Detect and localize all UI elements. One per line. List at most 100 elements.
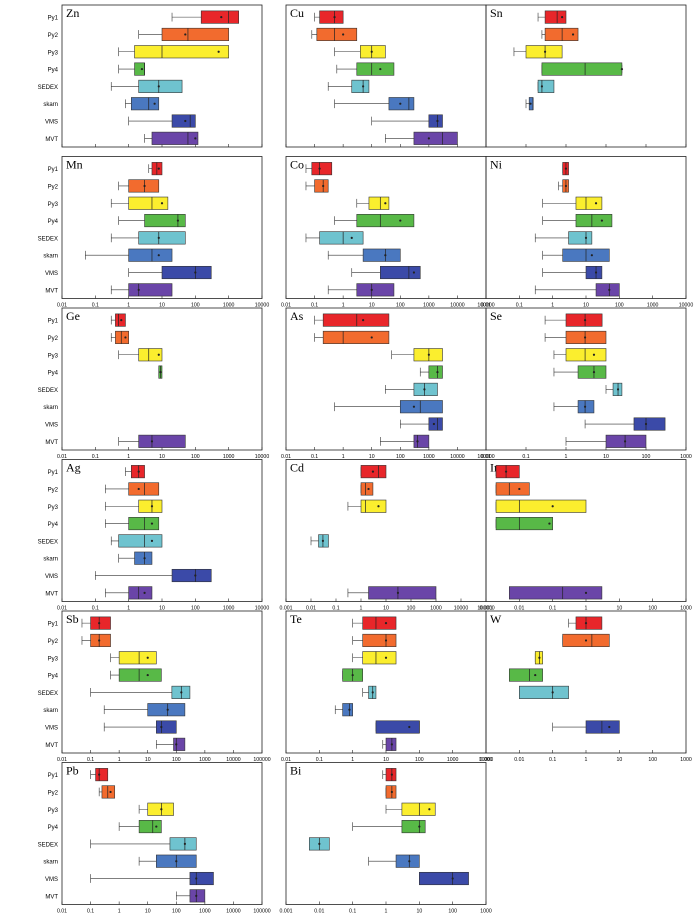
category-label: VMS — [45, 271, 58, 277]
panel-frame — [485, 4, 687, 148]
box-Py3 — [118, 651, 157, 665]
category-label: Py1 — [48, 773, 59, 779]
mean-marker-MVT — [194, 137, 197, 140]
mean-marker-Py2 — [109, 790, 112, 794]
category-label: SEDEX — [38, 539, 58, 545]
x-tick-label: 100 — [407, 606, 416, 612]
panel-Bi: Bi 0.001 0.01 0.1 1 10 100 1000 — [280, 762, 492, 915]
box-Py4 — [356, 62, 395, 76]
mean-marker-Py2 — [583, 336, 587, 339]
box-MVT — [138, 434, 186, 448]
x-tick-label: 10000 — [450, 303, 465, 309]
category-label: MVT — [45, 743, 58, 749]
mean-marker-Py3 — [217, 50, 220, 53]
category-label: Py3 — [48, 656, 59, 662]
mean-marker-Py4 — [620, 67, 624, 71]
x-tick-label: 0.1 — [92, 303, 99, 309]
x-tick-label: 0.1 — [516, 303, 523, 309]
category-label: Py2 — [48, 184, 59, 190]
box-SEDEX — [138, 231, 186, 245]
x-tick-label: 1000 — [223, 303, 235, 309]
mean-marker-SEDEX — [180, 691, 183, 694]
box-Py3 — [138, 499, 163, 513]
mean-marker-MVT — [137, 288, 140, 291]
mean-marker-VMS — [432, 422, 435, 426]
x-tick-label: 10 — [583, 303, 589, 309]
element-title: Sn — [490, 6, 503, 20]
x-tick-label: 0.001 — [480, 606, 493, 612]
box-SEDEX — [138, 79, 183, 93]
mean-marker-Py4 — [592, 370, 596, 374]
mean-marker-Py1 — [504, 470, 508, 473]
box-Py4 — [138, 820, 162, 834]
box-skarn — [128, 248, 173, 262]
mean-marker-Py4 — [379, 67, 382, 71]
x-tick-label: 10000 — [226, 757, 241, 763]
category-label: SEDEX — [38, 691, 58, 697]
category-label: Py4 — [48, 674, 59, 680]
mean-marker-Py4 — [150, 522, 154, 525]
mean-marker-Py4 — [600, 219, 604, 222]
x-tick-label: 0.1 — [549, 757, 556, 763]
x-tick-label: 0.01 — [57, 757, 67, 763]
box-Py1 — [95, 768, 109, 782]
mean-marker-VMS — [194, 574, 197, 577]
mean-marker-Py1 — [390, 773, 393, 776]
x-tick-label: 10000 — [454, 606, 469, 612]
mean-marker-Py1 — [157, 167, 160, 170]
box-skarn — [131, 97, 160, 111]
mean-marker-Py3 — [594, 202, 598, 205]
mean-marker-VMS — [195, 877, 198, 880]
x-tick-label: 0.01 — [314, 909, 324, 915]
x-tick-label: 10 — [145, 909, 151, 915]
x-tick-label: 1 — [565, 454, 568, 460]
mean-marker-Py1 — [384, 622, 388, 625]
category-label: MVT — [45, 440, 58, 446]
x-tick-label: 1000 — [430, 606, 442, 612]
mean-marker-Py4 — [155, 825, 158, 828]
box-SEDEX — [519, 685, 569, 699]
mean-marker-Py1 — [220, 16, 223, 19]
box-skarn — [134, 551, 153, 565]
mean-marker-SEDEX — [321, 539, 325, 542]
x-tick-label: 100 — [615, 303, 624, 309]
mean-marker-Py4 — [146, 673, 149, 677]
box-SEDEX — [319, 231, 364, 245]
mean-marker-MVT — [608, 288, 611, 291]
x-tick-label: 1 — [342, 454, 345, 460]
mean-marker-Py1 — [564, 167, 568, 170]
mean-marker-Py4 — [140, 67, 144, 71]
box-Py3 — [138, 348, 163, 362]
box-VMS — [585, 265, 603, 280]
box-Py1 — [90, 616, 111, 630]
box-VMS — [633, 417, 666, 431]
box-Py2 — [362, 633, 397, 647]
panel-Ag: Ag Py1 Py2 Py3 Py4 SEDEX skarn VMS MVT 0.01 0.1 1 10… — [38, 459, 269, 612]
category-label: Py2 — [48, 487, 59, 493]
mean-marker-Py3 — [377, 505, 380, 508]
box-Py1 — [544, 10, 567, 24]
mean-marker-MVT — [390, 743, 393, 746]
mean-marker-MVT — [396, 591, 400, 594]
box-Py4 — [577, 365, 607, 379]
x-tick-label: 100 — [172, 757, 181, 763]
x-tick-label: 10 — [383, 606, 389, 612]
mean-marker-skarn — [175, 860, 178, 863]
x-tick-label: 10 — [159, 606, 165, 612]
mean-marker-Py3 — [384, 656, 388, 659]
x-tick-label: 1 — [385, 909, 388, 915]
category-label: Py3 — [48, 50, 59, 56]
mean-marker-Py1 — [137, 470, 140, 473]
category-label: Py4 — [48, 219, 59, 225]
x-tick-label: 1000 — [447, 757, 459, 763]
mean-marker-SEDEX — [616, 388, 620, 391]
box-MVT — [508, 586, 603, 600]
mean-marker-SEDEX — [371, 691, 374, 694]
box-Py4 — [134, 62, 145, 76]
box-Py3 — [362, 651, 397, 665]
mean-marker-Py2 — [518, 487, 521, 491]
box-Py2 — [90, 633, 111, 647]
panel-frame — [285, 307, 487, 451]
mean-marker-Py1 — [333, 16, 336, 19]
x-tick-label: 1000 — [423, 454, 435, 460]
